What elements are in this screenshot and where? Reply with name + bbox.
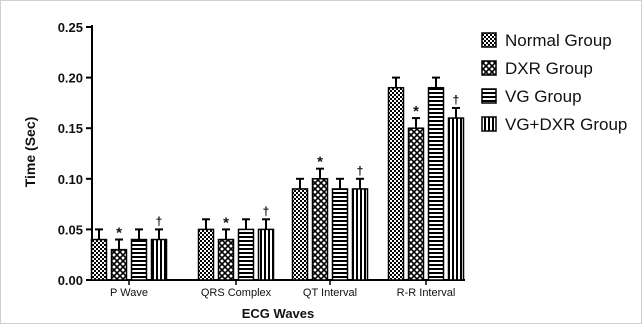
- bar: [110, 248, 128, 281]
- legend-swatch: [481, 60, 497, 76]
- y-tick-label: 0.10: [58, 172, 83, 187]
- bar: [257, 228, 275, 281]
- significance-marker: †: [357, 164, 364, 178]
- y-tick-label: 0.15: [58, 121, 83, 136]
- bar: [387, 86, 405, 281]
- bar: [447, 117, 465, 281]
- bar: [197, 228, 215, 281]
- bar: [407, 127, 425, 281]
- bar: [130, 238, 148, 281]
- x-axis-label: ECG Waves: [242, 306, 315, 321]
- bar: [331, 188, 349, 281]
- bar: [311, 178, 329, 281]
- y-tick-label: 0.25: [58, 20, 83, 35]
- bar: [150, 238, 168, 281]
- axes: 0.00 0.05 0.10 0.15 0.20 0.25 P Wave QRS Comple…: [58, 20, 465, 299]
- legend-entry: VG Group: [505, 87, 582, 106]
- bar: [90, 238, 108, 281]
- bar: [217, 238, 235, 281]
- x-tick-label: QT Interval: [303, 287, 357, 299]
- legend-entry: VG+DXR Group: [505, 115, 627, 134]
- y-tick-label: 0.00: [58, 273, 83, 288]
- x-tick-label: QRS Complex: [201, 287, 272, 299]
- legend-swatch: [481, 88, 497, 104]
- legend-entry: Normal Group: [505, 31, 612, 50]
- y-tick-label: 0.05: [58, 222, 83, 237]
- significance-marker: †: [156, 214, 163, 228]
- significance-marker: *: [116, 225, 122, 242]
- x-tick-label: R-R Interval: [397, 287, 456, 299]
- bars: * † * † * † * †: [90, 76, 465, 281]
- y-axis-label: Time (Sec): [22, 117, 38, 188]
- bar: [237, 228, 255, 281]
- y-tick-label: 0.20: [58, 71, 83, 86]
- legend-swatch: [481, 116, 497, 132]
- significance-marker: *: [317, 154, 323, 171]
- x-tick-label: P Wave: [110, 287, 148, 299]
- bar: [351, 188, 369, 281]
- significance-marker: *: [223, 214, 229, 231]
- significance-marker: †: [453, 93, 460, 107]
- legend: Normal Group DXR Group VG Group VG+DXR Grou…: [481, 31, 627, 134]
- significance-marker: *: [413, 103, 419, 120]
- legend-swatch: [481, 32, 497, 48]
- legend-entry: DXR Group: [505, 59, 593, 78]
- significance-marker: †: [263, 204, 270, 218]
- bar: [427, 86, 445, 281]
- bar: [291, 188, 309, 281]
